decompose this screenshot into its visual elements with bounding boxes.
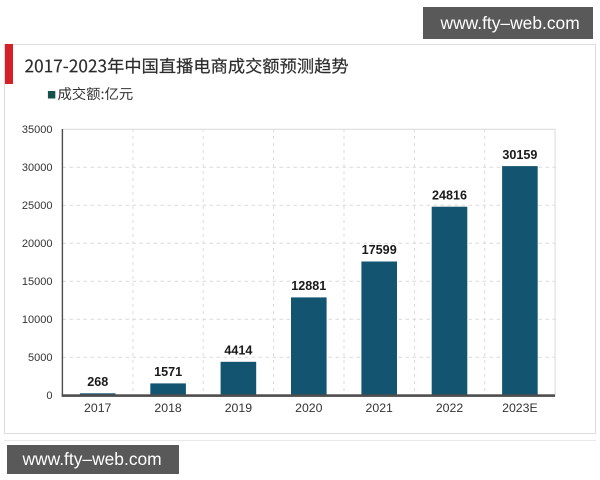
svg-text:5000: 5000	[28, 352, 52, 364]
svg-text:0: 0	[46, 390, 52, 402]
svg-text:15000: 15000	[22, 276, 53, 288]
svg-text:2017: 2017	[84, 401, 112, 415]
svg-text:12881: 12881	[291, 279, 326, 293]
svg-text:2020: 2020	[295, 401, 323, 415]
svg-text:2018: 2018	[154, 401, 182, 415]
svg-text:35000: 35000	[22, 124, 53, 136]
svg-text:20000: 20000	[22, 238, 53, 250]
svg-text:17599: 17599	[362, 243, 397, 257]
svg-text:25000: 25000	[22, 200, 53, 212]
svg-text:1571: 1571	[154, 365, 182, 379]
svg-text:268: 268	[87, 375, 108, 389]
svg-text:2023E: 2023E	[502, 401, 538, 415]
svg-text:4414: 4414	[224, 344, 252, 358]
svg-text:2019: 2019	[225, 401, 253, 415]
svg-text:30159: 30159	[502, 148, 537, 162]
svg-text:2021: 2021	[366, 401, 394, 415]
svg-text:2022: 2022	[436, 401, 464, 415]
svg-text:10000: 10000	[22, 314, 53, 326]
svg-text:24816: 24816	[432, 188, 467, 202]
svg-text:30000: 30000	[22, 162, 53, 174]
